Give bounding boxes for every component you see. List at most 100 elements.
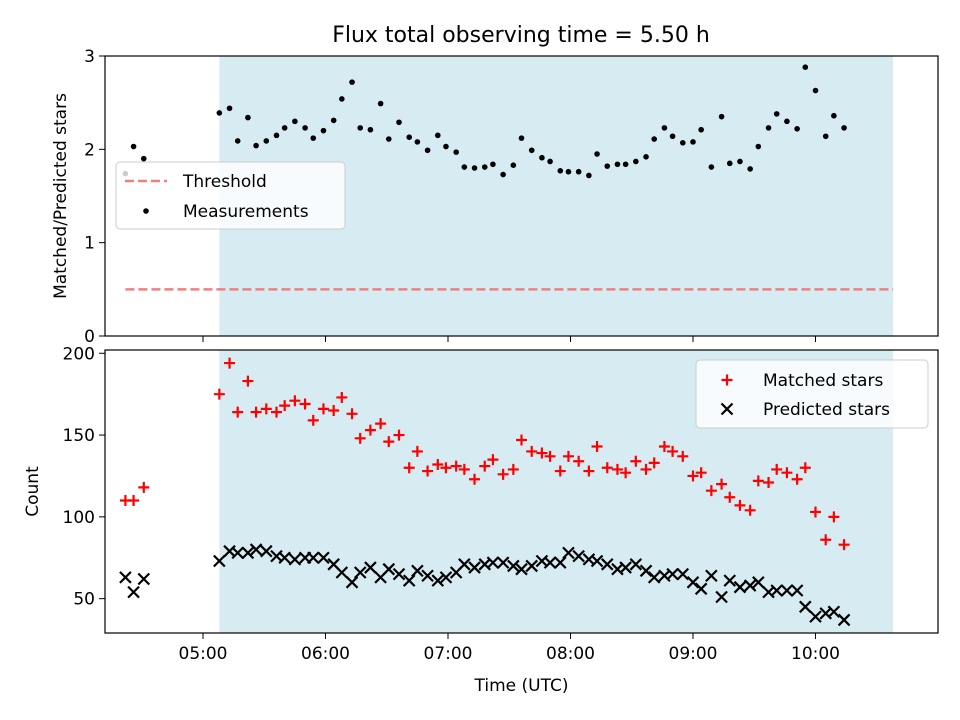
matched-star-point <box>763 477 775 489</box>
predicted-star-point <box>686 576 700 589</box>
legend-predicted-swatch <box>720 402 734 416</box>
measurement-point <box>281 125 288 131</box>
matched-star-point <box>838 539 850 551</box>
measurement-point <box>698 126 704 133</box>
predicted-star-point <box>790 584 804 597</box>
predicted-star-point <box>562 546 575 560</box>
predicted-star-point <box>392 567 406 581</box>
predicted-star-point <box>752 576 765 589</box>
y-tick-label: 2 <box>84 140 95 160</box>
measurement-point <box>396 119 402 126</box>
predicted-star-point <box>600 558 614 571</box>
measurement-point <box>747 166 753 172</box>
measurement-point <box>765 125 772 131</box>
measurement-point <box>718 113 725 120</box>
measurement-point <box>708 164 715 170</box>
predicted-star-point <box>249 543 263 556</box>
matched-star-point <box>271 406 282 418</box>
matched-star-point <box>810 506 821 518</box>
measurement-point <box>622 161 629 168</box>
matched-star-point <box>383 436 395 448</box>
measurement-point <box>679 140 686 146</box>
predicted-star-point <box>213 554 226 568</box>
predicted-star-point <box>799 600 812 614</box>
measurement-point <box>841 125 847 131</box>
measurement-point <box>443 143 449 150</box>
measurement-point <box>471 165 478 171</box>
matched-star-point <box>375 418 387 430</box>
matched-star-point <box>562 450 574 462</box>
matched-star-point <box>648 457 660 469</box>
y-tick-label: 100 <box>63 508 95 528</box>
measurement-point <box>669 133 676 140</box>
matched-star-point <box>554 465 566 477</box>
matched-star-point <box>224 357 236 369</box>
y-tick-label: 1 <box>84 234 95 254</box>
measurement-point <box>367 126 374 133</box>
predicted-star-point <box>468 561 481 574</box>
measurement-point <box>234 138 241 144</box>
predicted-star-point <box>431 574 445 587</box>
matched-star-point <box>828 511 840 523</box>
measurement-point <box>216 110 223 116</box>
x-tick-label: 10:00 <box>791 644 840 664</box>
bottom-panel-counts: 50 100 150 200 05:00 06:00 07:00 08:00 09:00 10:0… <box>23 344 939 696</box>
matched-star-point <box>364 424 376 436</box>
measurement-point <box>594 151 600 157</box>
predicted-star-point <box>439 571 453 584</box>
x-axis-label: Time (UTC) <box>474 676 569 696</box>
predicted-star-point <box>554 556 567 569</box>
measurement-point <box>831 112 837 119</box>
matched-star-point <box>791 473 803 485</box>
legend-box <box>115 161 346 230</box>
predicted-star-point <box>639 564 653 578</box>
measurement-point <box>385 136 392 142</box>
matched-star-point <box>393 429 405 441</box>
measurement-point <box>453 149 459 155</box>
measurement-point <box>310 135 317 141</box>
measurement-point <box>253 142 259 149</box>
top-panel-ratio: 0 1 2 3 Matched/Predicted stars Threshold Meas… <box>51 47 939 347</box>
matched-star-point <box>411 445 423 457</box>
measurement-point <box>349 79 355 85</box>
matched-star-point <box>716 478 728 490</box>
measurement-point <box>690 139 696 145</box>
predicted-star-point <box>525 559 538 573</box>
matched-star-point <box>336 391 348 403</box>
matched-star-point <box>213 388 225 400</box>
measurement-point <box>773 111 780 117</box>
matched-star-point <box>536 447 548 459</box>
predicted-star-point <box>827 605 841 619</box>
predicted-star-point <box>647 571 661 584</box>
measurement-point <box>547 158 553 165</box>
predicted-star-point <box>382 562 396 576</box>
measurement-point <box>604 163 611 169</box>
measurement-point <box>320 127 327 134</box>
matched-star-point <box>328 405 340 417</box>
matched-star-point <box>307 414 319 426</box>
measurement-point <box>651 136 658 142</box>
matched-star-point <box>432 459 444 471</box>
measurement-point <box>357 125 364 131</box>
matched-star-point <box>128 494 140 506</box>
y-tick-label: 200 <box>63 344 95 364</box>
predicted-star-point <box>496 556 510 569</box>
legend-measurements-swatch <box>143 208 149 214</box>
x-tick-label: 08:00 <box>546 644 595 664</box>
measurement-point <box>614 161 621 168</box>
predicted-star-point <box>715 590 728 604</box>
measurement-point <box>575 168 582 175</box>
measurement-point <box>784 118 790 125</box>
matched-star-point <box>583 465 595 477</box>
matched-star-point <box>232 406 244 418</box>
measurement-point <box>273 132 280 139</box>
matched-star-point <box>487 454 499 466</box>
matched-star-point <box>317 403 329 415</box>
measurement-point <box>406 134 413 140</box>
matched-star-point <box>724 491 736 503</box>
measurement-point <box>812 87 819 94</box>
matched-star-point <box>299 398 311 410</box>
measurement-point <box>339 96 345 102</box>
matched-star-point <box>458 463 470 475</box>
